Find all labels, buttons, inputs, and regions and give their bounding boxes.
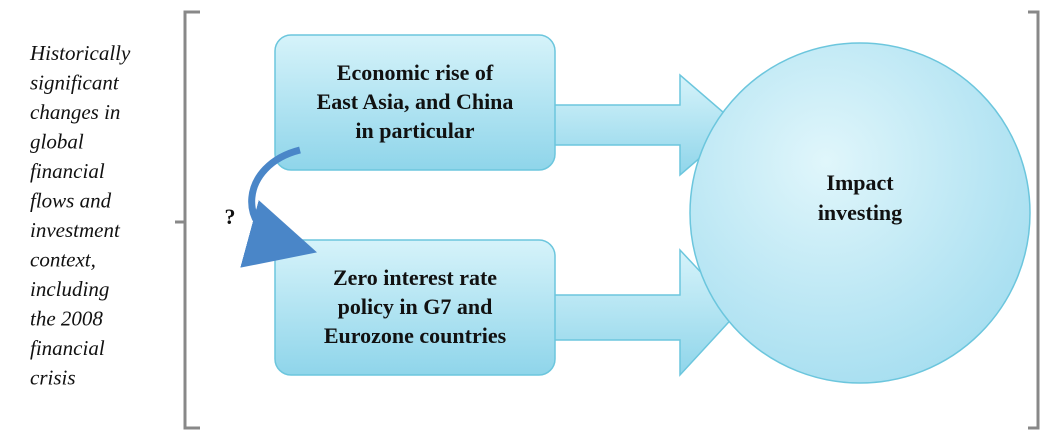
curved-arrow [240,146,318,268]
link-label: ? [225,204,236,229]
node-label: Eurozone countries [324,323,507,348]
node-label: investing [818,200,902,225]
node-label: in particular [355,118,474,143]
side-label-line: the 2008 [30,307,103,331]
side-label-line: including [30,277,109,301]
side-label-line: Historically [29,41,131,65]
side-label-line: significant [30,71,120,95]
node-label: East Asia, and China [317,89,514,114]
left-bracket [175,10,200,430]
side-label-line: global [30,130,84,154]
node-label: policy in G7 and [338,294,493,319]
side-label-line: financial [30,159,105,183]
side-label-line: context, [30,248,96,272]
box-node [274,239,556,376]
box-node [274,34,556,171]
side-label-line: flows and [30,189,112,213]
node-label: Economic rise of [337,60,494,85]
side-label-line: crisis [30,366,76,390]
side-label-line: financial [30,336,105,360]
side-label-line: investment [30,218,121,242]
node-label: Impact [826,170,894,195]
right-bracket [1028,10,1040,430]
node-label: Zero interest rate [333,265,497,290]
arrow [552,248,740,377]
circle-node [689,42,1031,384]
side-label-line: changes in [30,100,120,124]
